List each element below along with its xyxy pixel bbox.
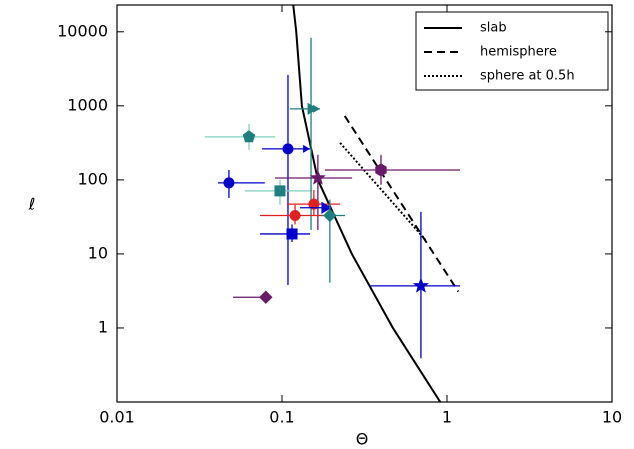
legend-label: sphere at 0.5h [480, 69, 575, 84]
legend-label: slab [480, 21, 507, 36]
data-point [321, 201, 332, 214]
legend-label: hemisphere [480, 45, 557, 60]
x-axis-label: Θ [356, 430, 369, 449]
legend: slab hemisphere sphere at 0.5h [415, 11, 609, 91]
y-tick-label: 100 [77, 169, 108, 188]
data-point [323, 208, 337, 223]
data-point [375, 163, 387, 177]
limit-arrow [303, 144, 311, 153]
x-tick-label: 0.01 [99, 408, 135, 427]
data-point [289, 210, 301, 222]
y-axis-label: ℓ [28, 195, 36, 214]
data-point [259, 290, 273, 304]
y-tick-label: 10000 [57, 21, 108, 40]
data-point [223, 177, 235, 189]
data-point [286, 228, 298, 240]
y-tick-label: 10 [88, 243, 108, 262]
data-point [274, 185, 286, 197]
x-tick-label: 0.1 [269, 408, 294, 427]
model-line [339, 142, 427, 241]
model-line [343, 115, 460, 293]
data-point [412, 277, 429, 293]
x-tick-label: 10 [602, 408, 622, 427]
plot-frame [116, 4, 613, 403]
data-point [282, 143, 294, 155]
data-point [309, 169, 326, 185]
y-tick-label: 1 [98, 317, 108, 336]
plot-area [204, 5, 461, 402]
data-point [242, 130, 256, 143]
data-point [307, 102, 319, 115]
y-tick-label: 1000 [67, 95, 108, 114]
data-point [308, 198, 320, 210]
x-tick-label: 1 [442, 408, 452, 427]
